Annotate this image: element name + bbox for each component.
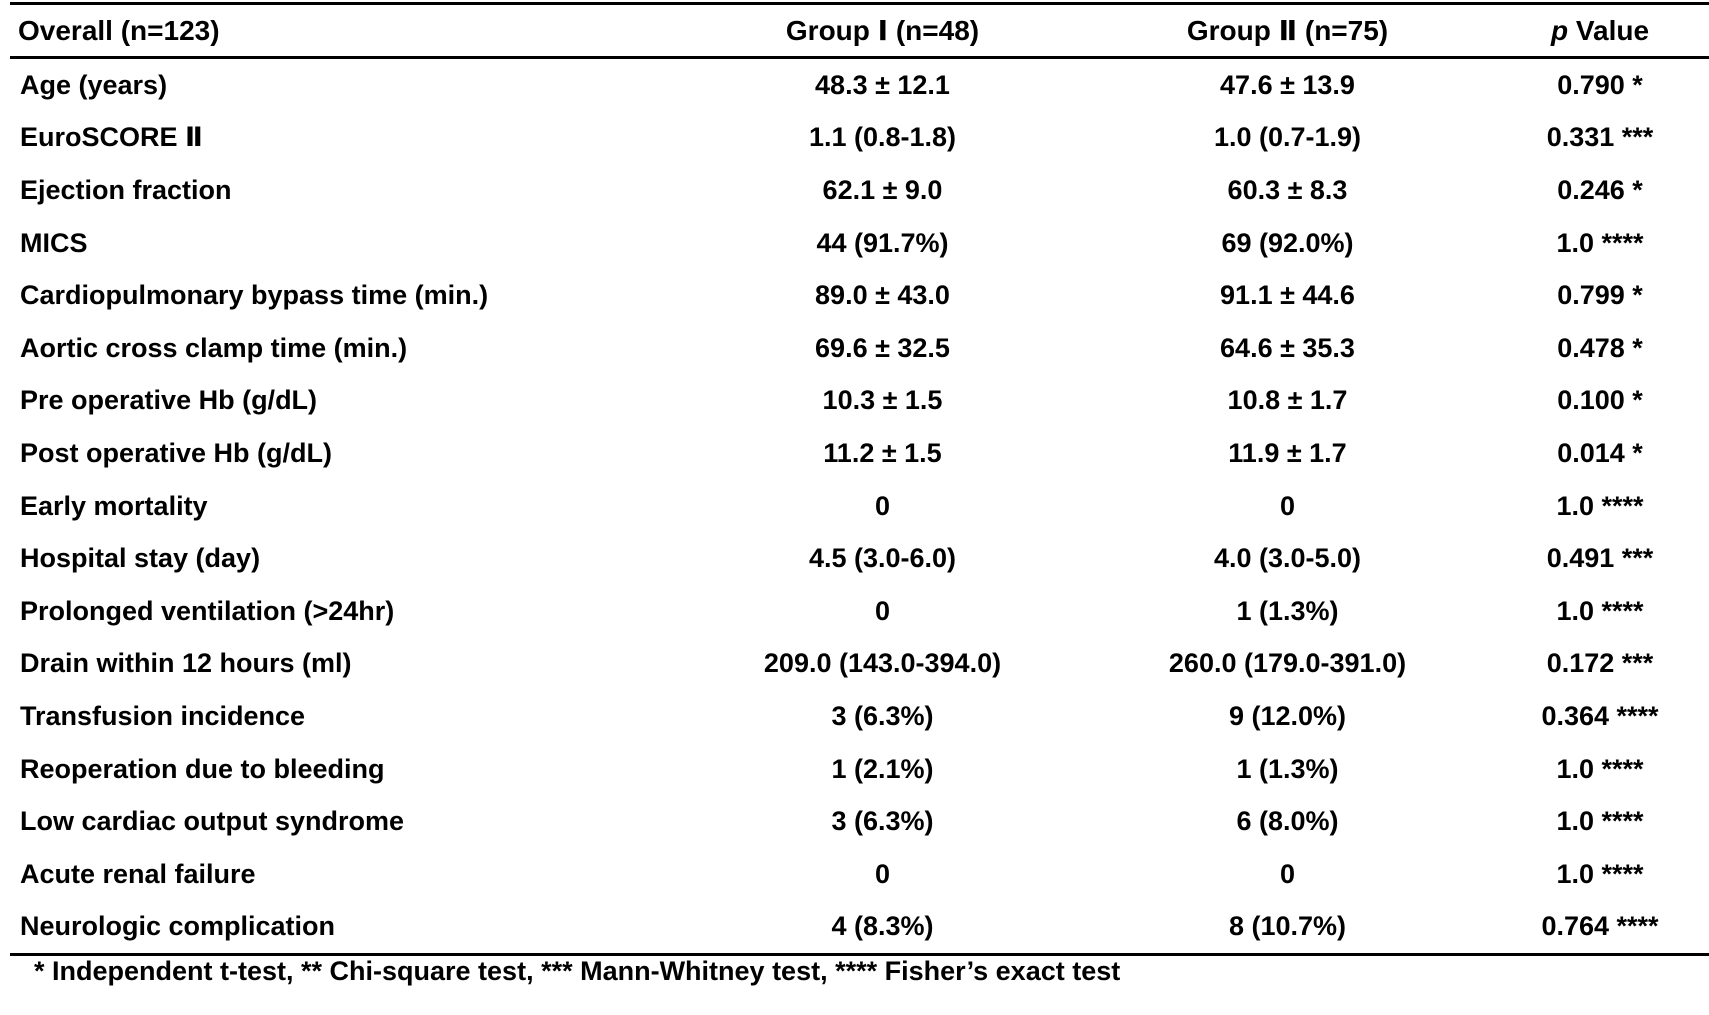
group-1-value: 69.6 ± 32.5 [815,332,950,363]
p-value: 0.764 **** [1490,900,1709,957]
table-row: Reoperation due to bleeding 1 (2.1%) 1 (… [10,743,1709,796]
row-label: EuroSCORE Ⅱ [20,122,203,153]
header-row: Overall (n=123) Group Ⅰ (n=48) Group Ⅱ (… [10,2,1709,59]
row-label: MICS [20,227,88,258]
group-2-value: 260.0 (179.0-391.0) [1168,648,1407,679]
table-row: Drain within 12 hours (ml) 209.0 (143.0-… [10,638,1709,691]
header-value-word: Value [1575,14,1650,46]
group-1-value: 10.3 ± 1.5 [822,385,943,416]
group-1-value: 209.0 (143.0-394.0) [763,648,1002,679]
table-row: Cardiopulmonary bypass time (min.) 89.0 … [10,269,1709,322]
group-2-value: 0 [1279,858,1296,889]
group-2-value: 4.0 (3.0-5.0) [1213,543,1362,574]
group-2-value: 1.0 (0.7-1.9) [1213,122,1362,153]
group-1-value: 0 [874,858,891,889]
p-value: 0.491 *** [1546,543,1654,574]
table-header: Overall (n=123) Group Ⅰ (n=48) Group Ⅱ (… [10,2,1709,59]
p-value: 1.0 **** [1556,753,1644,784]
table-footnote: * Independent t-test, ** Chi-square test… [34,956,1121,986]
row-label: Post operative Hb (g/dL) [20,437,333,468]
group-2-value: 1 (1.3%) [1236,595,1339,626]
group-1-value: 4.5 (3.0-6.0) [808,543,957,574]
p-value: 0.331 *** [1546,122,1654,153]
table-row: Transfusion incidence 3 (6.3%) 9 (12.0%)… [10,690,1709,743]
row-label: Low cardiac output syndrome [20,806,405,837]
table-row: Ejection fraction 62.1 ± 9.0 60.3 ± 8.3 … [10,164,1709,217]
p-value: 0.790 * [1557,69,1643,100]
p-value: 0.478 * [1557,332,1643,363]
p-value: 0.246 * [1557,174,1643,205]
group-2-value: 10.8 ± 1.7 [1227,385,1348,416]
results-table: Overall (n=123) Group Ⅰ (n=48) Group Ⅱ (… [10,2,1709,957]
table-row: EuroSCORE Ⅱ 1.1 (0.8-1.8) 1.0 (0.7-1.9) … [10,112,1709,165]
group-1-value: 44 (91.7%) [816,227,949,258]
group-1-value: 62.1 ± 9.0 [822,174,943,205]
p-value: 0.172 *** [1546,648,1654,679]
group-1-value: 11.2 ± 1.5 [823,437,942,468]
table-row: Aortic cross clamp time (min.) 69.6 ± 32… [10,322,1709,375]
group-2-value: 60.3 ± 8.3 [1227,174,1348,205]
group-2-value: 0 [1279,490,1296,521]
table-row: Age (years) 48.3 ± 12.1 47.6 ± 13.9 0.79… [10,58,1709,112]
row-label: Acute renal failure [20,858,256,889]
group-2-value: 11.9 ± 1.7 [1228,437,1347,468]
header-p-letter: p [1550,14,1569,46]
group-2-value: 6 (8.0%) [1236,806,1339,837]
p-value: 1.0 **** [1556,227,1644,258]
row-label: Pre operative Hb (g/dL) [20,385,318,416]
group-2-value: 47.6 ± 13.9 [1220,69,1355,100]
group-2-value: 91.1 ± 44.6 [1220,280,1355,311]
p-value: 1.0 **** [1556,806,1644,837]
table-row: Acute renal failure 0 0 1.0 **** [10,848,1709,901]
group-1-value: 0 [874,490,891,521]
header-group-2: Group Ⅱ (n=75) [1085,2,1490,59]
row-label: Cardiopulmonary bypass time (min.) [20,280,489,311]
p-value: 0.799 * [1557,280,1643,311]
group-1-value: 1.1 (0.8-1.8) [808,122,957,153]
row-label: Early mortality [20,490,208,521]
row-label: Aortic cross clamp time (min.) [20,332,408,363]
table-row: MICS 44 (91.7%) 69 (92.0%) 1.0 **** [10,217,1709,270]
p-value: 1.0 **** [1556,858,1644,889]
row-label: Neurologic complication [10,900,680,957]
table-row: Hospital stay (day) 4.5 (3.0-6.0) 4.0 (3… [10,532,1709,585]
header-p-value: p Value [1490,2,1709,59]
row-label: Reoperation due to bleeding [20,753,385,784]
p-value: 1.0 **** [1556,490,1644,521]
group-1-value: 4 (8.3%) [680,900,1085,957]
group-2-value: 8 (10.7%) [1085,900,1490,957]
table-row: Prolonged ventilation (>24hr) 0 1 (1.3%)… [10,585,1709,638]
group-2-value: 9 (12.0%) [1228,700,1347,731]
group-1-value: 3 (6.3%) [831,806,934,837]
group-2-value: 69 (92.0%) [1221,227,1354,258]
table-row: Neurologic complication 4 (8.3%) 8 (10.7… [10,900,1709,957]
row-label: Prolonged ventilation (>24hr) [20,595,395,626]
group-1-value: 0 [874,595,891,626]
group-2-value: 1 (1.3%) [1236,753,1339,784]
table-row: Early mortality 0 0 1.0 **** [10,480,1709,533]
group-1-value: 1 (2.1%) [831,753,934,784]
header-overall: Overall (n=123) [10,2,680,59]
row-label: Transfusion incidence [20,700,306,731]
header-group-1: Group Ⅰ (n=48) [680,2,1085,59]
table-row: Low cardiac output syndrome 3 (6.3%) 6 (… [10,795,1709,848]
p-value: 0.364 **** [1541,700,1659,731]
group-1-value: 89.0 ± 43.0 [815,280,950,311]
group-1-value: 3 (6.3%) [831,700,934,731]
group-2-value: 64.6 ± 35.3 [1220,332,1355,363]
row-label: Hospital stay (day) [20,543,261,574]
group-1-value: 48.3 ± 12.1 [815,69,950,100]
table-body: Age (years) 48.3 ± 12.1 47.6 ± 13.9 0.79… [10,58,1709,957]
row-label: Drain within 12 hours (ml) [20,648,352,679]
row-label: Ejection fraction [20,174,232,205]
p-value: 0.100 * [1557,385,1643,416]
table-row: Post operative Hb (g/dL) 11.2 ± 1.5 11.9… [10,427,1709,480]
p-value: 0.014 * [1557,437,1643,468]
p-value: 1.0 **** [1556,595,1644,626]
table-row: Pre operative Hb (g/dL) 10.3 ± 1.5 10.8 … [10,375,1709,428]
row-label: Age (years) [20,69,168,100]
